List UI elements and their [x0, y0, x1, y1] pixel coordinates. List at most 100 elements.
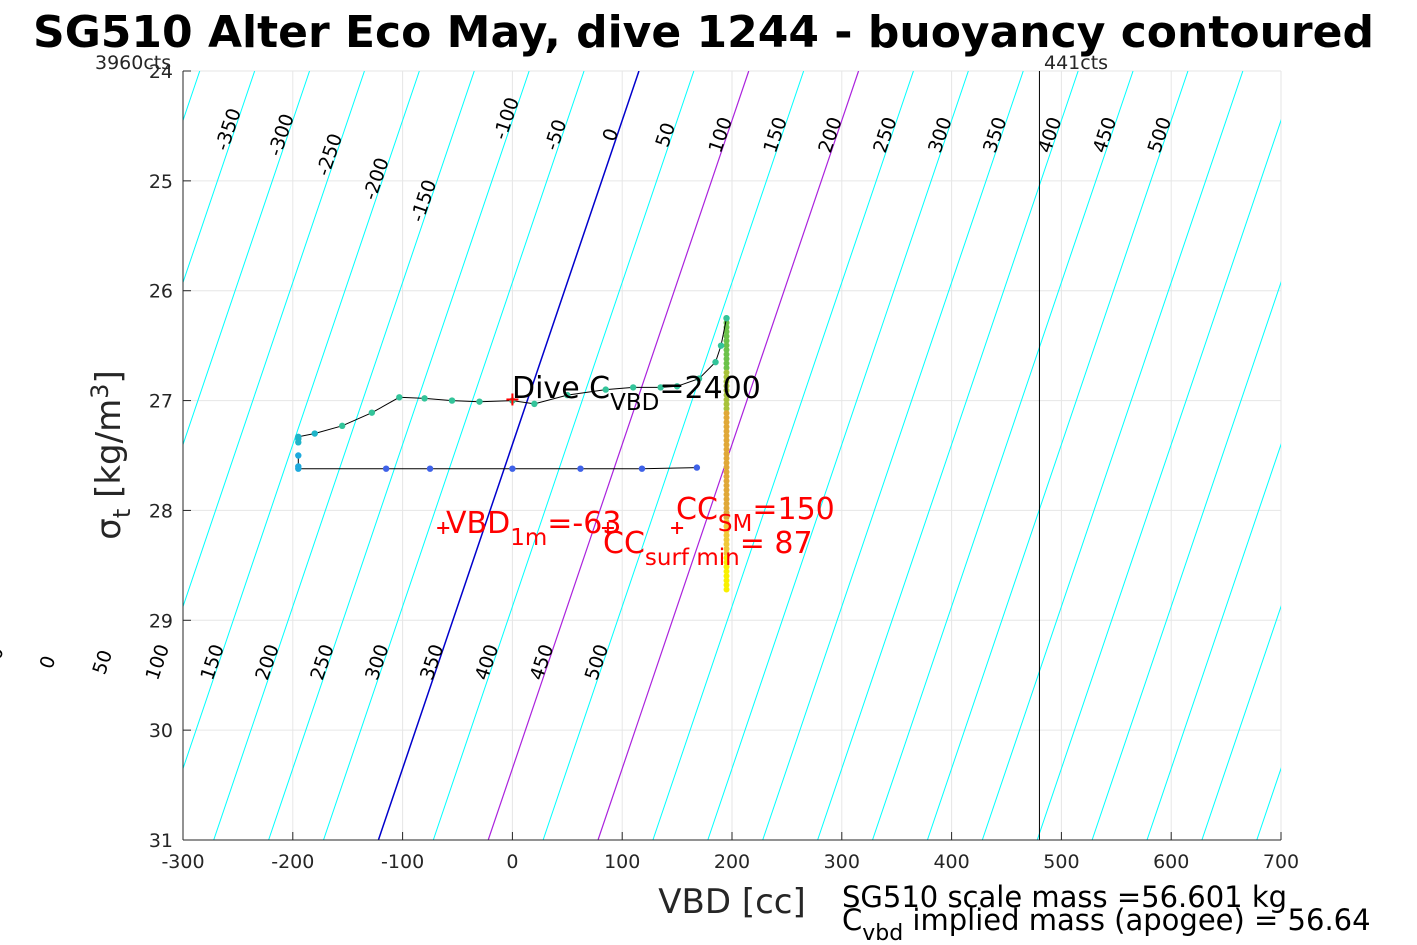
vbd-1m-main: VBD — [446, 506, 510, 541]
surface-point — [723, 541, 730, 548]
surface-point — [723, 360, 730, 367]
cc-surf-sub: surf min — [645, 545, 740, 571]
surface-point — [723, 346, 730, 353]
surface-point — [723, 550, 730, 557]
surface-point — [723, 572, 730, 579]
y-tick-label: 27 — [149, 391, 173, 413]
x-tick-label: 300 — [824, 851, 860, 873]
contour-line — [323, 71, 585, 840]
surface-point — [723, 477, 730, 484]
contour-line — [981, 71, 1244, 840]
y-axis-label-symbol: σ — [89, 518, 129, 540]
y-axis-label-unit: [kg/m — [89, 399, 129, 509]
cc-surf-main: CC — [603, 526, 645, 561]
surface-point — [723, 509, 730, 516]
surface-point — [723, 441, 730, 448]
y-tick-label: 28 — [149, 500, 173, 522]
cc-sm-annotation: CCSM=150 — [676, 492, 835, 537]
surface-point — [723, 378, 730, 385]
contour-line — [213, 71, 475, 840]
surface-point — [723, 577, 730, 584]
contour-line — [183, 71, 420, 771]
surface-point — [723, 582, 730, 589]
dive-cvbd-sub: VBD — [610, 390, 659, 416]
surface-point — [723, 405, 730, 412]
contour-label: -50 — [0, 644, 8, 680]
contour-line — [487, 71, 750, 840]
x-tick-label: 600 — [1153, 851, 1189, 873]
corner-label-left: 3960cts — [95, 52, 171, 74]
surface-point — [723, 383, 730, 390]
contour-line — [817, 71, 1079, 840]
dive-point-descent — [712, 358, 719, 366]
dive-point-climb — [693, 464, 701, 471]
surface-point — [723, 464, 730, 471]
cvbd-note-rest: implied mass (apogee) = 56.64 — [903, 903, 1370, 937]
corner-label-right: 441cts — [1044, 52, 1108, 74]
surface-point — [723, 337, 730, 344]
dive-point-descent — [717, 342, 725, 349]
surface-point — [723, 473, 730, 480]
contour-line — [1091, 280, 1281, 840]
x-axis-label: VBD [cc] — [658, 882, 806, 922]
surface-point — [723, 419, 730, 426]
dive-point-descent — [421, 395, 428, 402]
vbd-1m-sub: 1m — [510, 525, 547, 551]
surface-point — [723, 396, 730, 403]
dive-cvbd-annotation: Dive CVBD=2400 — [512, 371, 761, 416]
cc-sm-main: CC — [676, 492, 718, 527]
surface-point — [723, 387, 730, 394]
surface-point — [723, 437, 730, 444]
dive-point-descent — [531, 400, 538, 408]
contour-line — [1036, 118, 1281, 840]
surface-point — [723, 369, 730, 376]
surface-point — [723, 364, 730, 371]
dive-point-climb — [638, 465, 646, 472]
x-tick-label: -100 — [381, 851, 424, 873]
surface-point — [723, 373, 730, 380]
surface-point — [723, 459, 730, 466]
x-tick-label: 400 — [933, 851, 969, 873]
surface-point — [723, 468, 730, 475]
dive-point-descent — [448, 397, 456, 404]
surface-point — [723, 392, 730, 399]
axes: -300 -200 -100 0 100 200 300 400 500 600 700 24 25 26… — [149, 61, 1299, 873]
marker-plus — [671, 522, 684, 535]
y-tick-label: 25 — [149, 171, 173, 193]
surface-point — [723, 487, 730, 494]
cc-sm-value: =150 — [752, 492, 834, 527]
dive-point-descent — [368, 409, 376, 416]
y-tick-label: 24 — [149, 61, 173, 83]
surface-point — [723, 563, 730, 570]
surface-point — [723, 532, 730, 539]
dive-point-descent — [695, 375, 703, 382]
contour-line — [926, 71, 1189, 840]
surface-point — [723, 455, 730, 462]
surface-point — [723, 527, 730, 534]
cvbd-mass-note: Cvbd implied mass (apogee) = 56.64 — [842, 903, 1371, 945]
x-tick-label: -200 — [271, 851, 314, 873]
contour-line — [268, 71, 530, 840]
surface-point — [723, 351, 730, 358]
cc-surf-min-annotation: CCsurf min= 87 — [603, 526, 813, 571]
surface-point — [723, 482, 730, 489]
contour-line — [183, 71, 256, 285]
surface-point — [723, 355, 730, 362]
contour-line — [1201, 604, 1281, 840]
chart-title: SG510 Alter Eco May, dive 1244 - buoyanc… — [33, 7, 1374, 58]
y-axis-label-sub: t — [108, 509, 136, 518]
surface-point — [723, 559, 730, 566]
y-axis-label-sup: 3 — [86, 384, 114, 399]
x-tick-label: 200 — [714, 851, 750, 873]
x-tick-label: 0 — [506, 851, 518, 873]
dive-point-descent — [657, 384, 664, 391]
surface-point — [723, 414, 730, 421]
y-tick-label: 31 — [149, 830, 173, 852]
dive-point-descent — [602, 386, 609, 393]
dive-point-descent — [629, 384, 637, 391]
surface-point — [723, 523, 730, 530]
contour-line — [183, 71, 311, 447]
y-tick-label: 30 — [149, 720, 173, 742]
svg-text:σt [kg/m3]: σt [kg/m3] — [86, 370, 136, 539]
x-tick-label: 100 — [604, 851, 640, 873]
